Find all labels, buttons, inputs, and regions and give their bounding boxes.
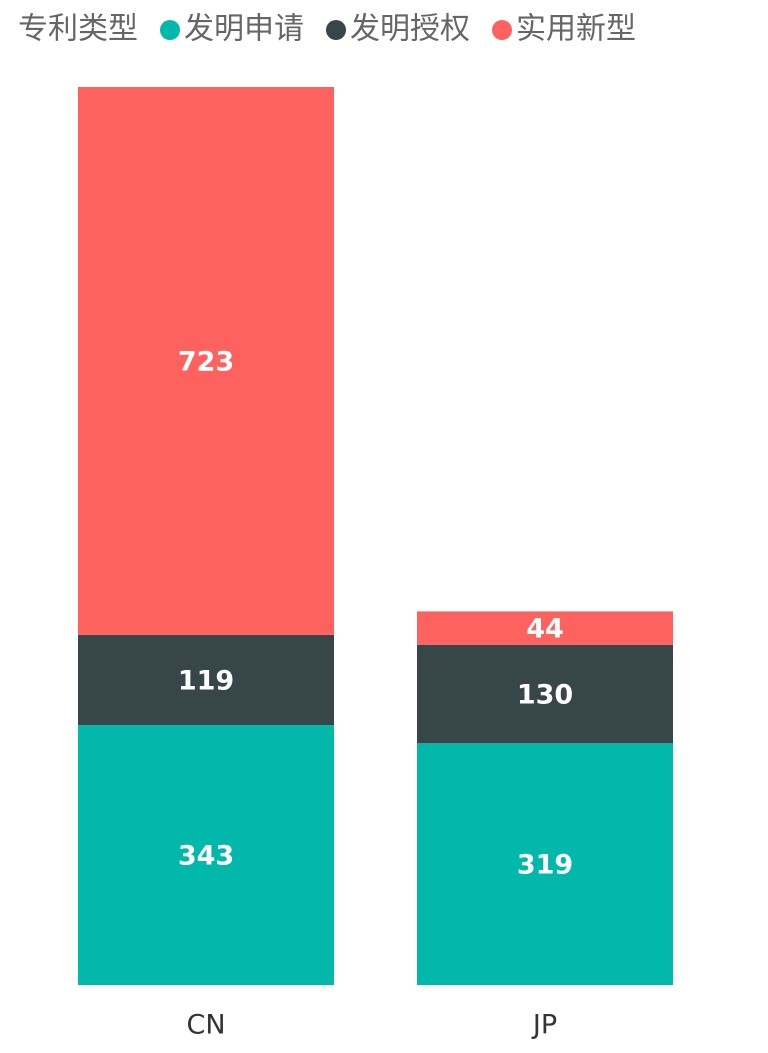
legend-marker xyxy=(326,20,346,40)
legend-title: 专利类型 xyxy=(18,12,138,47)
bar-segment xyxy=(78,634,334,726)
legend-label: 实用新型 xyxy=(516,12,636,47)
x-tick-label: CN xyxy=(186,1010,225,1041)
legend-label: 发明授权 xyxy=(350,12,470,47)
legend-label: 发明申请 xyxy=(184,12,304,47)
data-label: 343 xyxy=(178,841,234,872)
bar-segment xyxy=(417,611,673,645)
bar-segment xyxy=(78,87,334,635)
x-tick-label: JP xyxy=(531,1010,557,1041)
legend-marker xyxy=(160,20,180,40)
data-label: 130 xyxy=(517,680,573,711)
data-label: 319 xyxy=(517,850,573,881)
data-label: 44 xyxy=(526,614,564,645)
bar-segment xyxy=(78,725,334,985)
bar-segment xyxy=(417,644,673,744)
data-label: 119 xyxy=(178,665,234,696)
bar-segment xyxy=(417,743,673,985)
legend-marker xyxy=(492,20,512,40)
data-label: 723 xyxy=(178,346,234,377)
